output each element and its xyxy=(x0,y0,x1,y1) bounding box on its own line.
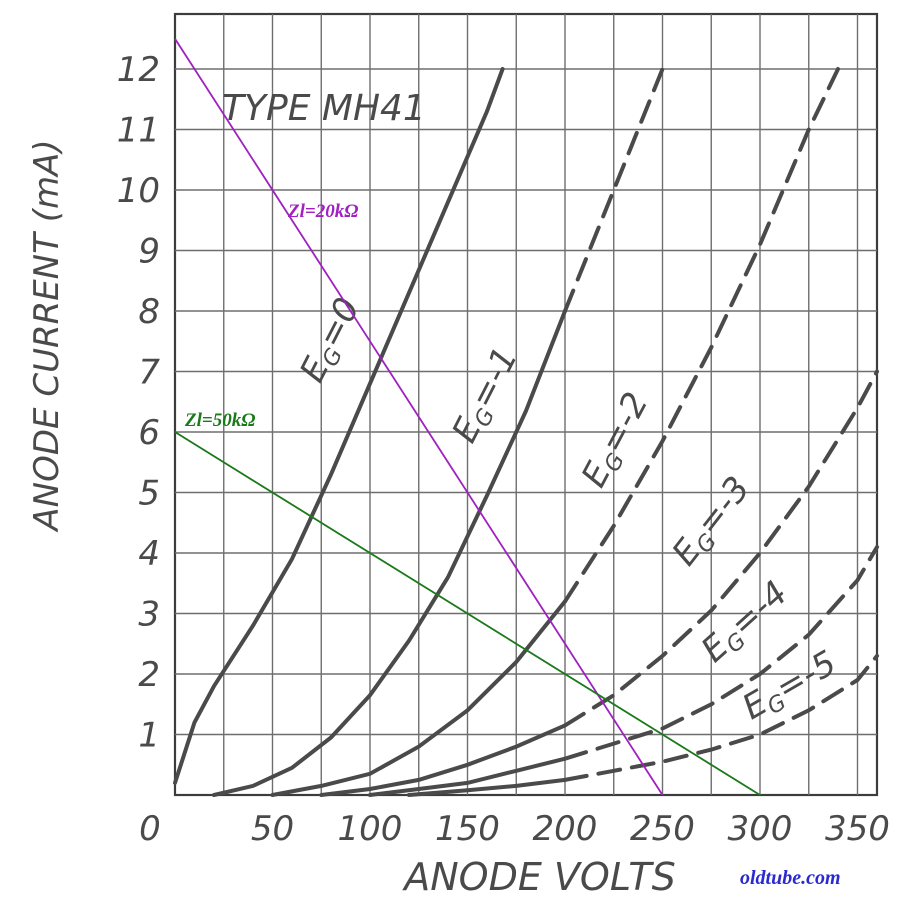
y-tick-label: 6 xyxy=(138,413,160,453)
x-tick-label: 0 xyxy=(139,809,161,849)
series-label: EG=-5 xyxy=(736,643,845,731)
curve-eg-2 xyxy=(270,599,567,797)
y-tick-label: 10 xyxy=(117,171,160,211)
load-lines: Zl=20kΩ Zl=50kΩ xyxy=(174,38,761,796)
curve-eg-5-extension xyxy=(563,653,879,782)
series-label: EG=-2 xyxy=(574,386,659,495)
curve-eg-3 xyxy=(319,723,567,797)
load-line-20k xyxy=(174,38,664,796)
y-tick-label: 7 xyxy=(138,353,160,393)
y-tick-label: 4 xyxy=(138,534,160,574)
y-tick-label: 3 xyxy=(138,595,160,635)
curve-eg-4-extension xyxy=(563,545,879,761)
y-tick-label: 1 xyxy=(138,716,160,756)
series-label: EG=-3 xyxy=(665,469,761,575)
watermark: oldtube.com xyxy=(740,867,841,889)
x-tick-label: 50 xyxy=(251,809,294,849)
x-tick-label: 100 xyxy=(338,809,403,849)
x-tick-label: 200 xyxy=(533,809,598,849)
x-axis-label: ANODE VOLTS xyxy=(401,855,676,899)
curve-eg-0 xyxy=(173,67,505,785)
y-axis-label: ANODE CURRENT (mA) xyxy=(27,139,67,532)
x-tick-label: 300 xyxy=(728,809,793,849)
curve-eg-1-extension xyxy=(563,67,665,313)
grid xyxy=(173,12,879,797)
load-line-label: Zl=20kΩ xyxy=(287,201,358,222)
curve-eg-1 xyxy=(212,309,567,797)
curve-eg-2-extension xyxy=(563,67,840,604)
y-tick-label: 2 xyxy=(138,655,160,695)
x-tick-label: 250 xyxy=(630,809,695,849)
plot-frame xyxy=(173,12,879,797)
x-tick-label: 350 xyxy=(825,809,890,849)
curve-eg-5 xyxy=(407,777,567,797)
load-line-50k xyxy=(174,431,761,796)
y-tick-label: 5 xyxy=(138,474,160,514)
y-tick-label: 11 xyxy=(117,111,160,151)
load-line-label: Zl=50kΩ xyxy=(184,410,255,431)
y-tick-label: 8 xyxy=(138,292,160,332)
y-tick-label: 12 xyxy=(117,50,160,90)
y-tick-label: 9 xyxy=(138,232,160,272)
curve-eg-4 xyxy=(368,756,567,797)
x-tick-label: 150 xyxy=(435,809,500,849)
chart-title: TYPE MH41 xyxy=(222,88,426,129)
curve-eg-3-extension xyxy=(563,369,879,728)
series-label: EG=0 xyxy=(292,291,371,390)
